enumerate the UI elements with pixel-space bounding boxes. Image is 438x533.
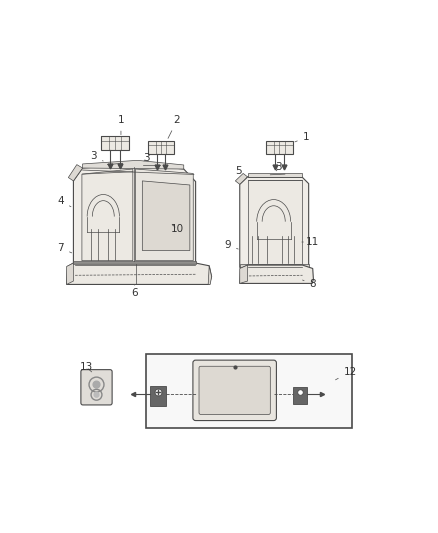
Polygon shape [82, 169, 133, 261]
Text: 3: 3 [276, 163, 282, 172]
Bar [150, 386, 166, 406]
Polygon shape [240, 264, 309, 269]
Text: 7: 7 [57, 243, 72, 253]
Text: 8: 8 [303, 279, 316, 289]
FancyBboxPatch shape [199, 366, 270, 415]
Polygon shape [142, 181, 190, 251]
Polygon shape [240, 265, 314, 284]
Text: 12: 12 [336, 367, 357, 380]
Polygon shape [68, 165, 83, 181]
FancyBboxPatch shape [193, 360, 276, 421]
Text: 5: 5 [235, 166, 247, 177]
Circle shape [93, 381, 100, 388]
Text: 3: 3 [91, 151, 103, 161]
Polygon shape [67, 263, 74, 285]
Bar [146, 354, 352, 428]
Polygon shape [247, 180, 302, 264]
Text: 10: 10 [170, 224, 184, 234]
Polygon shape [266, 141, 293, 154]
FancyBboxPatch shape [81, 370, 112, 405]
Polygon shape [74, 261, 196, 266]
Polygon shape [74, 165, 196, 264]
Polygon shape [240, 265, 247, 284]
Text: 4: 4 [57, 196, 71, 207]
Polygon shape [235, 173, 247, 184]
Text: 1: 1 [118, 116, 124, 135]
Polygon shape [208, 266, 212, 285]
Circle shape [94, 392, 99, 397]
Text: 6: 6 [131, 285, 138, 298]
Text: 13: 13 [79, 362, 92, 372]
Polygon shape [135, 169, 193, 261]
Polygon shape [101, 136, 130, 150]
Polygon shape [83, 160, 184, 169]
Polygon shape [148, 141, 173, 154]
Polygon shape [247, 173, 302, 177]
Bar [293, 387, 307, 404]
Polygon shape [240, 177, 309, 268]
Text: 3: 3 [143, 153, 150, 163]
Text: 2: 2 [168, 116, 180, 139]
Text: 1: 1 [295, 133, 309, 142]
Polygon shape [67, 263, 212, 285]
Text: 9: 9 [225, 240, 238, 250]
Text: 11: 11 [302, 237, 319, 247]
